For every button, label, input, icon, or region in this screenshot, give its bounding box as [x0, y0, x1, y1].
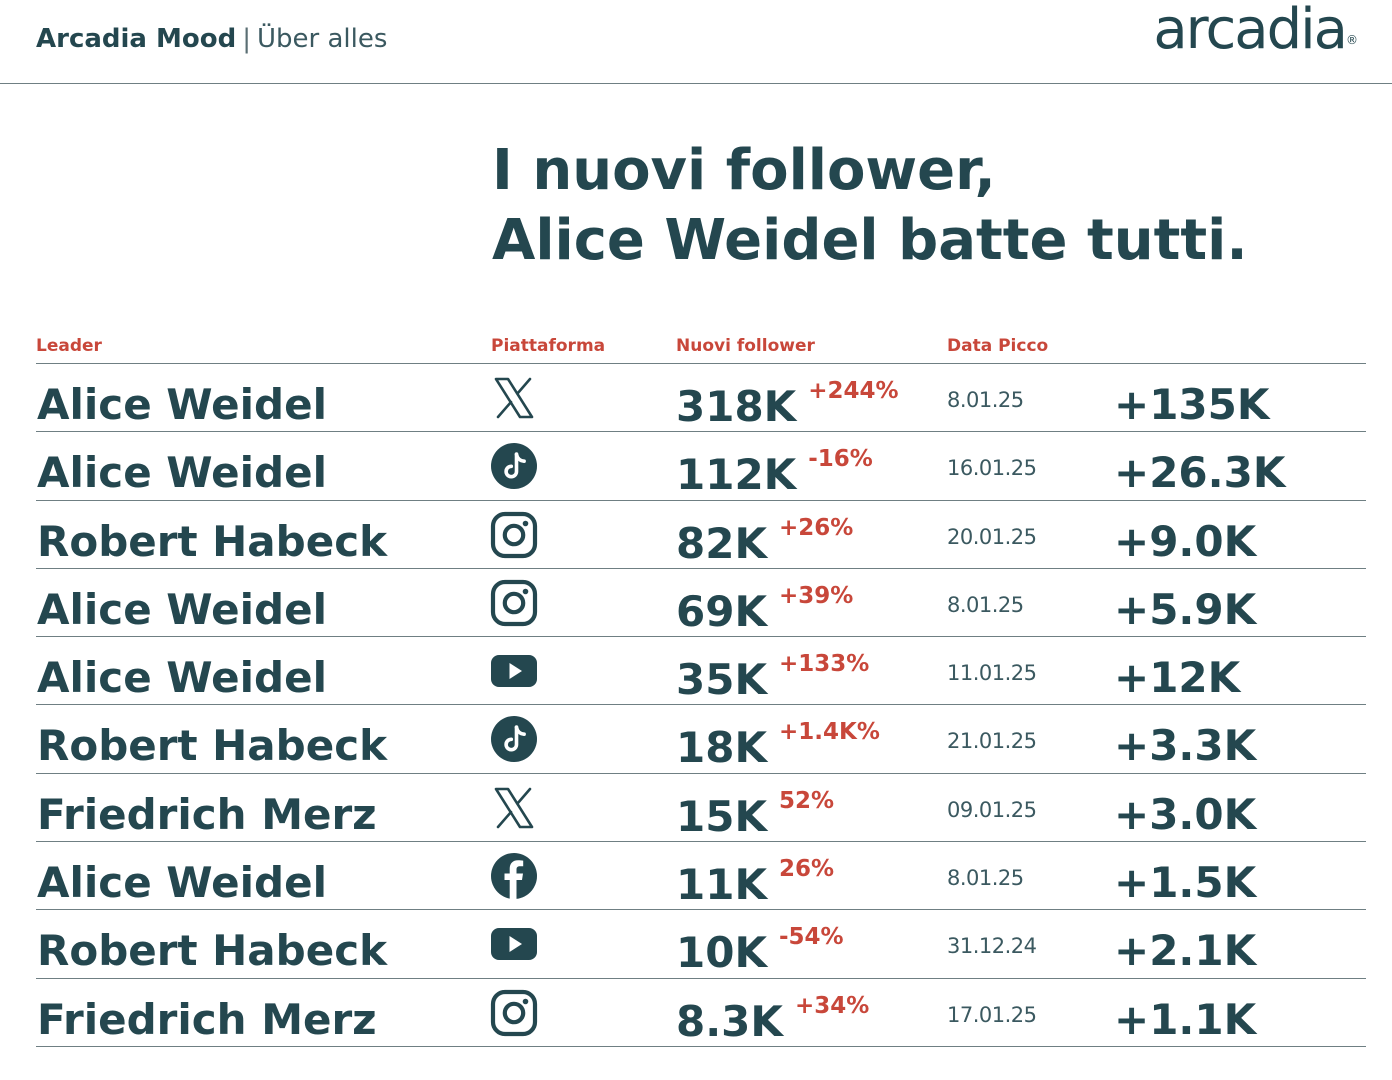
new-followers-value: 15K — [676, 791, 767, 841]
logo-text: arcadia — [1153, 0, 1348, 62]
table-row: Alice Weidel 35K +133% 11.01.25 +12K — [36, 637, 1366, 706]
tiktok-icon — [490, 442, 538, 490]
leader-name: Alice Weidel — [37, 653, 327, 703]
peak-date: 8.01.25 — [947, 592, 1024, 617]
registered-mark: ® — [1346, 33, 1358, 47]
title-line-1: I nuovi follower, — [492, 138, 996, 203]
new-followers-value: 18K — [676, 723, 767, 773]
table-row: Alice Weidel 318K +244% 8.01.25 +135K — [36, 364, 1366, 433]
brand-separator: | — [242, 24, 251, 54]
peak-date: 17.01.25 — [947, 1002, 1037, 1027]
growth-percent: -54% — [779, 924, 844, 951]
peak-gain: +9.0K — [1114, 516, 1257, 566]
table-row: Alice Weidel 112K -16% 16.01.25 +26.3K — [36, 432, 1366, 501]
peak-date: 16.01.25 — [947, 456, 1037, 481]
new-followers-value: 82K — [676, 518, 767, 568]
peak-gain: +135K — [1114, 380, 1270, 429]
peak-gain: +3.3K — [1114, 721, 1257, 771]
new-followers-value: 69K — [676, 586, 767, 636]
youtube-icon — [490, 647, 538, 695]
table-row: Robert Habeck 82K +26% 20.01.25 +9.0K — [36, 501, 1366, 569]
leader-name: Friedrich Merz — [37, 789, 377, 839]
table-row: Robert Habeck 10K -54% 31.12.24 +2.1K — [36, 910, 1366, 979]
column-header-new-followers: Nuovi follower — [676, 336, 815, 356]
growth-percent: +244% — [808, 378, 899, 404]
title-line-2: Alice Weidel batte tutti. — [492, 208, 1248, 273]
facebook-icon — [490, 852, 538, 900]
column-header-platform: Piattaforma — [491, 336, 606, 356]
table-row: Friedrich Merz 8.3K +34% 17.01.25 +1.1K — [36, 979, 1366, 1047]
leader-name: Robert Habeck — [37, 516, 388, 566]
peak-date: 31.12.24 — [947, 934, 1037, 959]
peak-date: 11.01.25 — [947, 661, 1037, 686]
growth-percent: +26% — [779, 514, 854, 541]
instagram-icon — [490, 511, 538, 559]
peak-gain: +1.5K — [1114, 858, 1257, 908]
peak-date: 20.01.25 — [947, 524, 1037, 549]
x-icon — [490, 784, 538, 832]
instagram-icon — [490, 579, 538, 627]
table-row: Alice Weidel 69K +39% 8.01.25 +5.9K — [36, 569, 1366, 638]
growth-percent: +1.4K% — [779, 719, 880, 746]
new-followers-value: 11K — [676, 860, 767, 910]
new-followers-value: 8.3K — [676, 996, 783, 1046]
peak-date: 09.01.25 — [947, 797, 1037, 822]
arcadia-logo: arcadia® — [1153, 0, 1358, 60]
leader-name: Friedrich Merz — [37, 994, 377, 1044]
brand-name: Arcadia Mood — [36, 24, 237, 54]
new-followers-value: 35K — [676, 655, 767, 705]
table-row: Alice Weidel 11K 26% 8.01.25 +1.5K — [36, 842, 1366, 911]
peak-date: 8.01.25 — [947, 866, 1024, 891]
growth-percent: +133% — [779, 651, 870, 678]
growth-percent: 26% — [779, 856, 835, 883]
leader-name: Alice Weidel — [37, 858, 327, 908]
peak-date: 8.01.25 — [947, 388, 1024, 412]
peak-gain: +3.0K — [1114, 789, 1257, 839]
brand-title: Arcadia Mood | Über alles — [36, 22, 387, 56]
peak-gain: +1.1K — [1114, 994, 1257, 1044]
new-followers-value: 318K — [676, 382, 797, 431]
peak-gain: +12K — [1114, 653, 1241, 703]
peak-gain: +5.9K — [1114, 584, 1257, 634]
column-header-leader: Leader — [36, 336, 102, 356]
growth-percent: -16% — [808, 446, 873, 473]
peak-gain: +2.1K — [1114, 926, 1257, 976]
peak-date: 21.01.25 — [947, 729, 1037, 754]
new-followers-value: 112K — [676, 450, 797, 500]
page-title: I nuovi follower, Alice Weidel batte tut… — [492, 136, 1248, 276]
table-row: Friedrich Merz 15K 52% 09.01.25 +3.0K — [36, 774, 1366, 843]
youtube-icon — [490, 920, 538, 968]
peak-gain: +26.3K — [1114, 448, 1286, 498]
page-header: Arcadia Mood | Über alles arcadia® — [0, 0, 1392, 84]
tiktok-icon — [490, 715, 538, 763]
leader-name: Robert Habeck — [37, 721, 388, 771]
leader-name: Robert Habeck — [37, 926, 388, 976]
table-row: Robert Habeck 18K +1.4K% 21.01.25 +3.3K — [36, 705, 1366, 774]
followers-table: Alice Weidel 318K +244% 8.01.25 +135K Alice … — [36, 364, 1366, 1047]
growth-percent: 52% — [779, 787, 835, 814]
growth-percent: +39% — [779, 582, 854, 609]
brand-subtitle: Über alles — [257, 24, 388, 54]
x-icon — [490, 374, 538, 422]
leader-name: Alice Weidel — [37, 584, 327, 634]
growth-percent: +34% — [794, 992, 870, 1019]
header-divider — [36, 363, 1366, 364]
leader-name: Alice Weidel — [37, 380, 327, 429]
new-followers-value: 10K — [676, 928, 767, 978]
instagram-icon — [490, 989, 538, 1037]
leader-name: Alice Weidel — [37, 448, 327, 498]
column-header-peak-date: Data Picco — [947, 336, 1049, 356]
